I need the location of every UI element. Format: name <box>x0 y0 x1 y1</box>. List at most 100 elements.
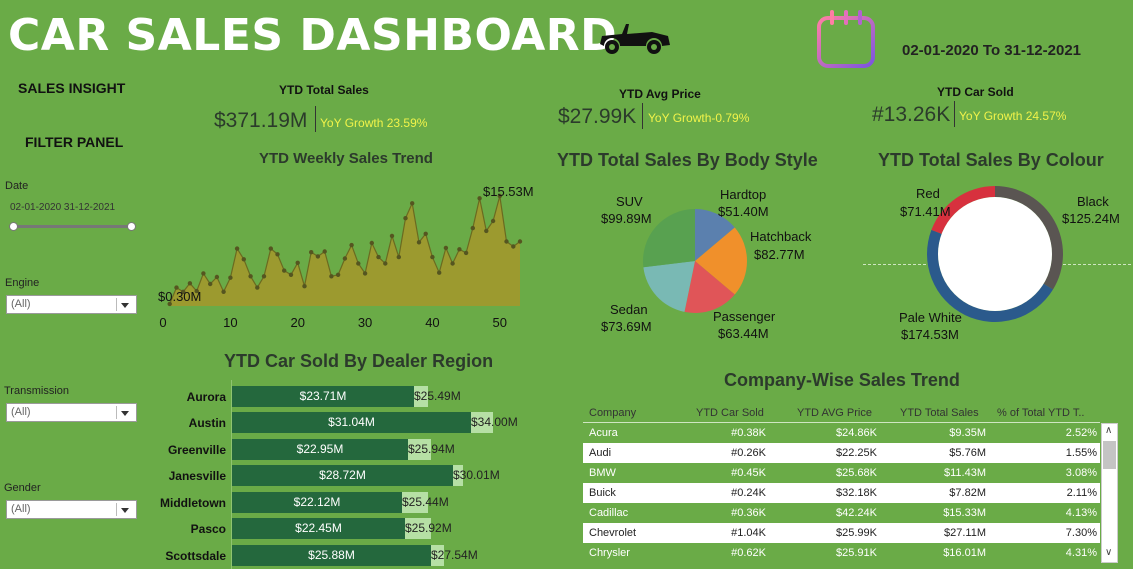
donut-segment-red[interactable] <box>931 186 995 234</box>
pie-slice-sedan[interactable] <box>643 261 695 312</box>
table-header-avg-price[interactable]: YTD AVG Price <box>797 407 872 419</box>
dealer-bar-current[interactable]: $31.04M <box>232 412 471 433</box>
donut-value-black: $125.24M <box>1062 211 1120 226</box>
weekly-trend-point[interactable] <box>248 274 253 279</box>
dealer-bar-current[interactable]: $28.72M <box>232 465 453 486</box>
weekly-trend-point[interactable] <box>517 239 523 244</box>
weekly-trend-point[interactable] <box>457 247 462 252</box>
weekly-trend-point[interactable] <box>396 254 401 260</box>
total-sales-cell: $7.82M <box>949 487 986 499</box>
table-row[interactable]: Buick #0.24K $32.18K $7.82M 2.11% <box>583 483 1100 503</box>
weekly-trend-point[interactable] <box>335 272 341 277</box>
weekly-trend-point[interactable] <box>356 261 361 266</box>
total-sales-cell: $27.11M <box>944 527 986 539</box>
table-row[interactable]: Chevrolet #1.04K $25.99K $27.11M 7.30% <box>583 523 1100 543</box>
weekly-trend-point[interactable] <box>201 271 206 276</box>
weekly-trend-point[interactable] <box>389 233 395 239</box>
weekly-trend-point[interactable] <box>261 274 267 279</box>
table-row[interactable]: Acura #0.38K $24.86K $9.35M 2.52% <box>583 423 1100 443</box>
weekly-trend-point[interactable] <box>282 268 287 273</box>
dealer-bar-current[interactable]: $22.12M <box>232 492 402 513</box>
dealer-bar-current[interactable]: $22.45M <box>232 518 405 539</box>
pie-slice-passenger[interactable] <box>684 261 735 313</box>
weekly-trend-point[interactable] <box>403 216 408 221</box>
weekly-trend-point[interactable] <box>369 240 374 246</box>
company-name-cell: BMW <box>589 467 616 479</box>
table-row[interactable]: Audi #0.26K $22.25K $5.76M 1.55% <box>583 443 1100 463</box>
weekly-trend-point[interactable] <box>181 289 186 294</box>
weekly-sales-area-chart: 0 10 20 30 40 50 <box>159 193 523 330</box>
dealer-bar-current[interactable]: $22.95M <box>232 439 408 460</box>
date-slider-start-handle[interactable] <box>9 222 18 231</box>
weekly-trend-point[interactable] <box>194 288 199 294</box>
weekly-trend-point[interactable] <box>490 218 496 224</box>
weekly-trend-point[interactable] <box>302 284 307 289</box>
weekly-trend-point[interactable] <box>329 274 334 279</box>
weekly-trend-point[interactable] <box>410 201 415 206</box>
weekly-trend-point[interactable] <box>174 285 179 290</box>
weekly-trend-point[interactable] <box>416 240 422 245</box>
table-header-total-sales[interactable]: YTD Total Sales <box>900 407 979 419</box>
weekly-trend-point[interactable] <box>234 246 240 251</box>
weekly-trend-point[interactable] <box>268 246 273 251</box>
weekly-trend-point[interactable] <box>214 274 220 280</box>
company-name-cell: Buick <box>589 487 616 499</box>
weekly-trend-point[interactable] <box>463 250 469 256</box>
weekly-trend-point[interactable] <box>322 249 327 254</box>
weekly-trend-point[interactable] <box>477 196 482 201</box>
weekly-trend-point[interactable] <box>167 301 172 307</box>
weekly-trend-point[interactable] <box>221 289 226 294</box>
pie-slice-suv[interactable] <box>643 209 695 268</box>
table-scrollbar-thumb[interactable] <box>1103 441 1116 469</box>
scroll-up-icon[interactable]: ∧ <box>1105 425 1113 436</box>
pie-slice-hardtop[interactable] <box>695 209 735 261</box>
car-sold-cell: #0.36K <box>731 507 766 519</box>
dealer-bar-current[interactable]: $23.71M <box>232 386 414 407</box>
weekly-trend-point[interactable] <box>241 257 246 262</box>
scroll-down-icon[interactable]: ∨ <box>1105 547 1113 558</box>
weekly-trend-point[interactable] <box>376 254 381 260</box>
weekly-trend-point[interactable] <box>443 245 449 251</box>
table-row[interactable]: BMW #0.45K $25.68K $11.43M 3.08% <box>583 463 1100 483</box>
x-axis-tick-label: 40 <box>425 315 439 330</box>
weekly-trend-point[interactable] <box>450 261 455 266</box>
weekly-trend-point[interactable] <box>208 281 213 287</box>
donut-segment-black[interactable] <box>995 186 1063 290</box>
pie-slice-hatchback[interactable] <box>695 227 747 295</box>
weekly-trend-point[interactable] <box>315 254 321 259</box>
gender-dropdown[interactable]: (All) <box>6 500 137 519</box>
weekly-trend-point[interactable] <box>288 272 294 277</box>
weekly-trend-point[interactable] <box>362 271 368 276</box>
table-header-company[interactable]: Company <box>589 407 637 419</box>
table-row[interactable]: Cadillac #0.36K $42.24K $15.33M 4.13% <box>583 503 1100 523</box>
table-header-pct-total[interactable]: % of Total YTD T.. <box>997 407 1085 419</box>
weekly-trend-point[interactable] <box>511 244 516 249</box>
weekly-trend-point[interactable] <box>342 256 348 261</box>
table-row[interactable]: Chrysler #0.62K $25.91K $16.01M 4.31% <box>583 543 1100 563</box>
weekly-trend-point[interactable] <box>275 252 280 257</box>
weekly-trend-point[interactable] <box>484 228 489 234</box>
weekly-trend-point[interactable] <box>430 254 435 260</box>
weekly-trend-point[interactable] <box>504 239 509 244</box>
weekly-trend-point[interactable] <box>349 242 354 248</box>
date-slider-end-handle[interactable] <box>127 222 136 231</box>
weekly-trend-point[interactable] <box>437 270 442 275</box>
donut-segment-pale[interactable] <box>927 229 1053 322</box>
dealer-bar-current[interactable]: $25.88M <box>232 545 431 566</box>
weekly-trend-point[interactable] <box>383 261 388 266</box>
pie-label-passenger: Passenger <box>713 309 776 324</box>
engine-dropdown[interactable]: (All) <box>6 295 137 314</box>
weekly-trend-point[interactable] <box>497 193 502 199</box>
weekly-trend-point[interactable] <box>295 260 300 265</box>
weekly-trend-point[interactable] <box>228 275 233 280</box>
dealer-axis-line <box>231 380 232 569</box>
weekly-trend-min-label: $0.30M <box>158 289 202 304</box>
transmission-dropdown[interactable]: (All) <box>6 403 137 422</box>
pct-total-cell: 2.11% <box>1066 487 1097 499</box>
weekly-trend-point[interactable] <box>187 281 193 286</box>
weekly-trend-point[interactable] <box>470 225 475 231</box>
weekly-trend-point[interactable] <box>423 231 428 236</box>
table-header-car-sold[interactable]: YTD Car Sold <box>696 407 764 419</box>
weekly-trend-point[interactable] <box>255 285 260 290</box>
weekly-trend-point[interactable] <box>309 250 314 255</box>
